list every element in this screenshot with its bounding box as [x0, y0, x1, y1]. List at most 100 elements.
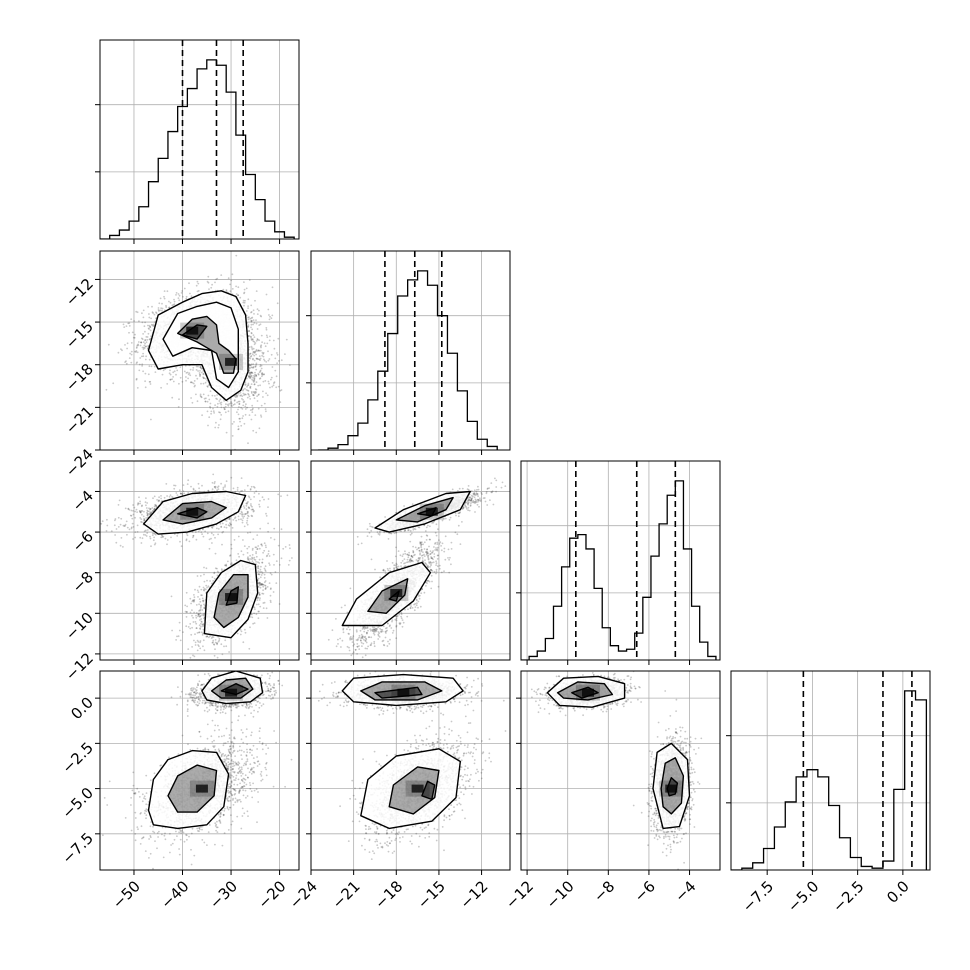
sample-point: [145, 497, 147, 499]
sample-point: [135, 350, 138, 352]
sample-point: [134, 350, 136, 353]
sample-point: [247, 382, 250, 385]
sample-point: [249, 409, 252, 411]
sample-point: [301, 315, 303, 317]
sample-point: [264, 408, 267, 410]
sample-point: [196, 400, 199, 403]
sample-point: [194, 489, 197, 492]
sample-point: [140, 341, 143, 344]
sample-point: [248, 507, 251, 510]
sample-point: [146, 514, 149, 517]
sample-point: [249, 374, 252, 376]
sample-point: [226, 400, 229, 403]
sample-point: [181, 492, 184, 495]
sample-point: [200, 531, 203, 533]
sample-point: [213, 482, 216, 485]
sample-point: [266, 342, 269, 345]
sample-point: [208, 538, 211, 541]
sample-point: [225, 290, 228, 293]
sample-point: [148, 316, 151, 319]
hist-frame-0: [99, 39, 300, 240]
sample-point: [242, 389, 244, 392]
sample-point: [253, 322, 256, 324]
sample-point: [151, 305, 153, 308]
sample-point: [209, 405, 211, 408]
sample-point: [163, 290, 166, 292]
sample-point: [259, 377, 262, 380]
sample-point: [244, 631, 247, 634]
sample-point: [276, 302, 279, 305]
sample-point: [277, 493, 280, 496]
sample-point: [197, 365, 199, 368]
sample-point: [267, 380, 270, 383]
sample-point: [259, 527, 262, 530]
sample-point: [163, 496, 166, 499]
sample-point: [240, 394, 243, 396]
sample-point: [259, 499, 261, 502]
sample-point: [154, 503, 157, 506]
sample-point: [250, 304, 253, 307]
sample-point: [220, 401, 223, 404]
sample-point: [249, 364, 251, 366]
sample-point: [259, 369, 262, 372]
sample-point: [245, 377, 248, 380]
sample-point: [249, 531, 252, 534]
sample-point: [247, 514, 249, 517]
sample-point: [173, 484, 175, 487]
sample-point: [136, 503, 139, 506]
sample-point: [271, 314, 274, 317]
sample-point: [251, 366, 254, 369]
sample-point: [176, 369, 179, 372]
sample-point: [261, 375, 263, 378]
sample-point: [142, 533, 145, 536]
sample-point: [260, 404, 263, 407]
sample-point: [222, 488, 225, 491]
sample-point: [252, 309, 255, 312]
sample-point: [230, 401, 233, 403]
sample-point: [185, 295, 188, 298]
sample-point: [162, 535, 165, 538]
sample-point: [254, 414, 257, 416]
sample-point: [143, 517, 146, 520]
sample-point: [141, 312, 143, 315]
sample-point: [187, 479, 190, 482]
sample-point: [246, 557, 249, 560]
sample-point: [254, 299, 256, 302]
sample-point: [171, 396, 174, 399]
sample-point: [273, 382, 275, 384]
sample-point: [259, 349, 262, 352]
sample-point: [239, 417, 241, 420]
sample-point: [249, 352, 252, 355]
sample-point: [257, 407, 260, 410]
sample-point: [254, 392, 257, 395]
sample-point: [253, 486, 256, 489]
sample-point: [117, 526, 120, 528]
sample-point: [245, 287, 248, 290]
sample-point: [136, 387, 139, 389]
sample-point: [249, 371, 251, 373]
sample-point: [244, 413, 247, 416]
sample-point: [84, 345, 86, 347]
sample-point: [277, 385, 280, 388]
sample-point: [237, 413, 240, 416]
sample-point: [254, 366, 257, 368]
sample-point: [252, 391, 255, 393]
sample-point: [241, 515, 244, 517]
sample-point: [205, 397, 207, 400]
sample-point: [138, 320, 140, 323]
sample-point: [137, 502, 140, 505]
sample-point: [142, 309, 145, 312]
sample-point: [237, 428, 240, 430]
sample-point: [254, 342, 257, 344]
sample-point: [175, 292, 178, 294]
sample-point: [202, 393, 205, 396]
sample-point: [214, 536, 216, 539]
sample-point: [173, 298, 175, 301]
sample-point: [224, 484, 227, 486]
sample-point: [276, 362, 278, 365]
sample-point: [248, 374, 250, 377]
sample-point: [142, 333, 145, 335]
sample-point: [207, 424, 209, 427]
sample-point: [253, 391, 256, 394]
sample-point: [162, 369, 165, 372]
